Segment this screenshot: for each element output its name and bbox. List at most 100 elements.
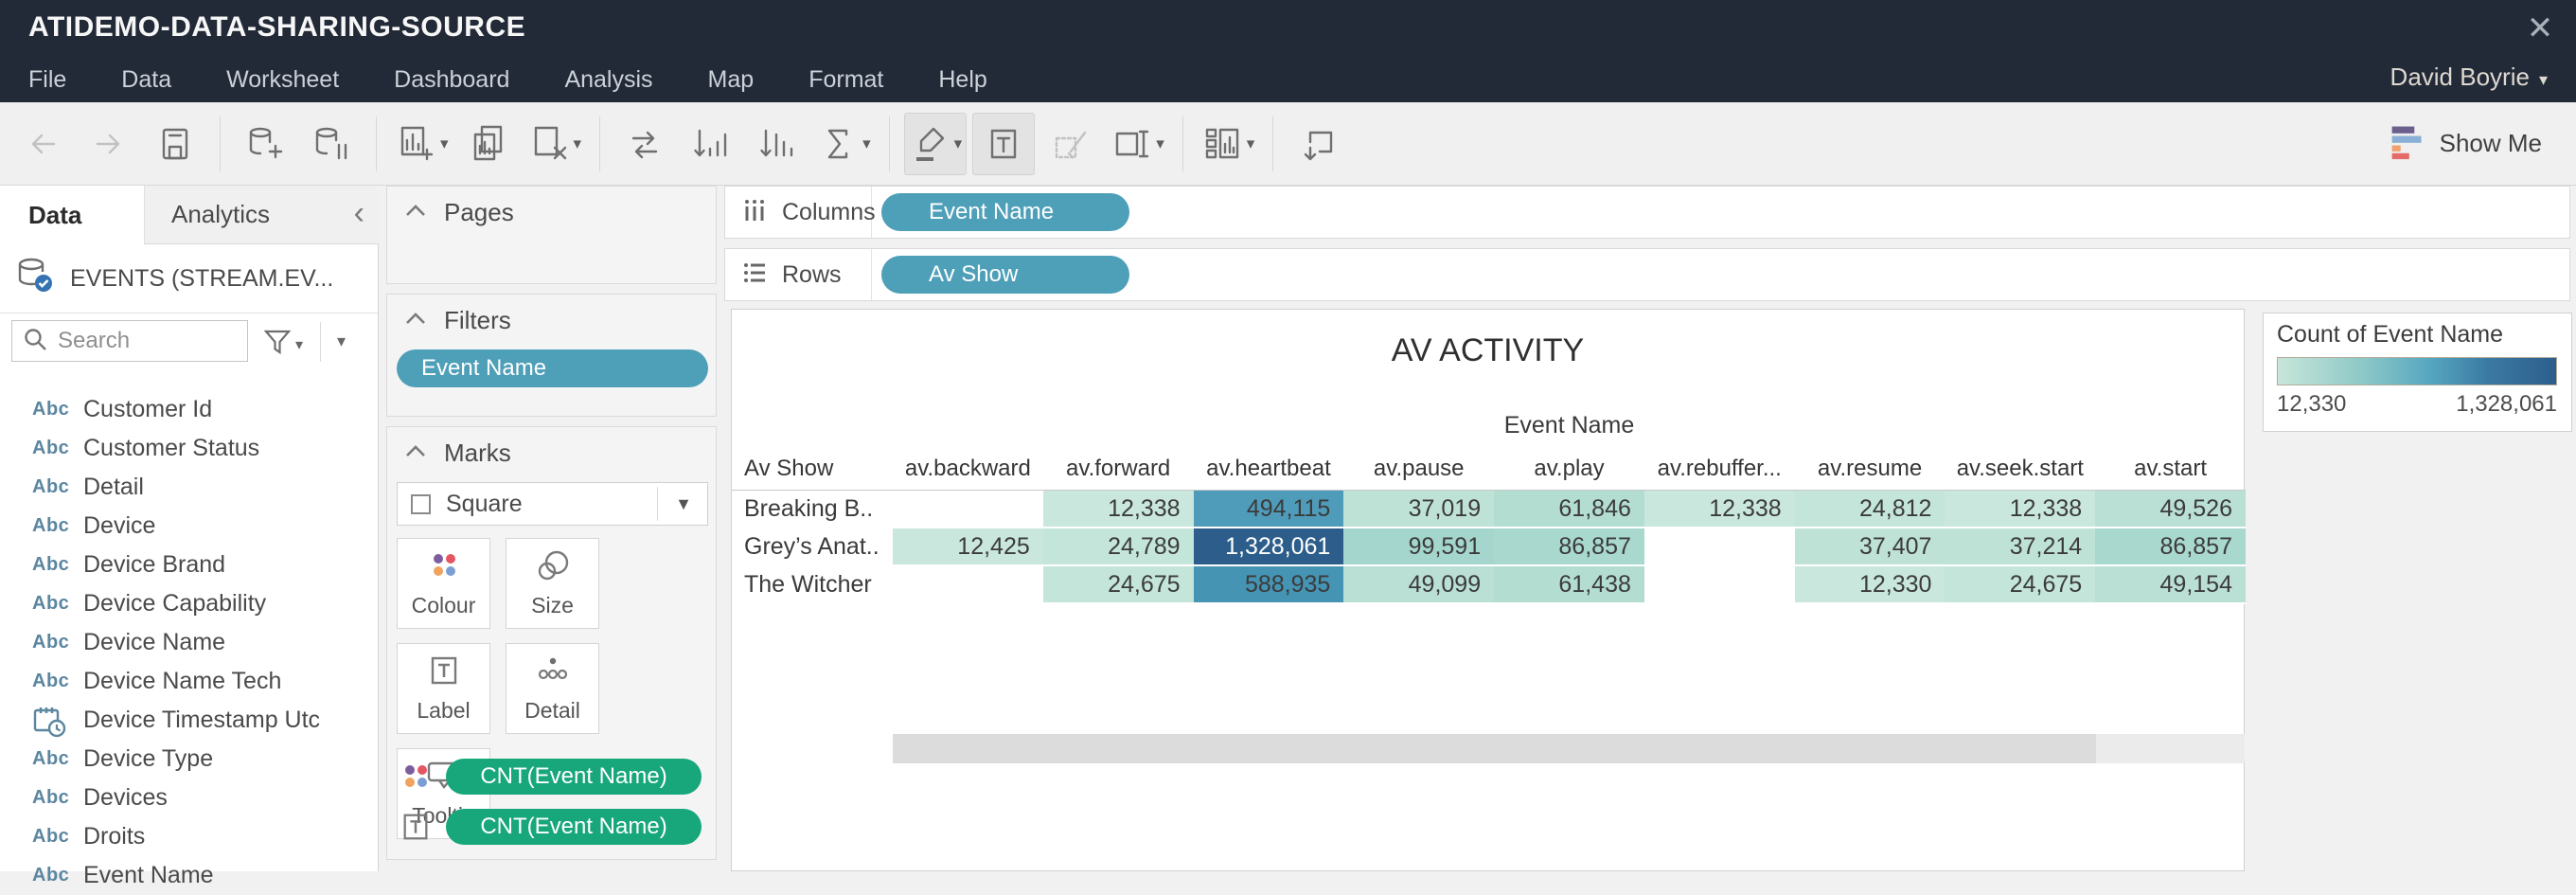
table-cell[interactable]: 37,019 xyxy=(1343,491,1495,528)
field-device-name-tech[interactable]: Abc Device Name Tech xyxy=(0,662,378,701)
menu-map[interactable]: Map xyxy=(707,65,755,93)
menu-help[interactable]: Help xyxy=(938,65,987,93)
chevron-up-icon[interactable] xyxy=(404,443,427,463)
search-box[interactable] xyxy=(11,320,248,362)
table-cell[interactable]: 1,328,061 xyxy=(1193,528,1344,566)
pause-auto-updates-button[interactable] xyxy=(301,114,362,174)
field-event-name[interactable]: Abc Event Name xyxy=(0,856,378,895)
colour-button[interactable]: Colour xyxy=(397,538,490,629)
fix-axes-button[interactable]: ▾ xyxy=(1107,114,1168,174)
mark-pill-cnt-event-name-1[interactable]: CNT(Event Name) xyxy=(446,809,702,845)
menu-analysis[interactable]: Analysis xyxy=(564,65,653,93)
tab-analytics[interactable]: Analytics xyxy=(144,186,379,244)
format-brush-button[interactable] xyxy=(1040,114,1101,174)
new-data-source-button[interactable] xyxy=(235,114,295,174)
menu-file[interactable]: File xyxy=(28,65,67,93)
collapse-pane-icon[interactable]: ‹ xyxy=(353,195,364,231)
forward-arrow-button[interactable] xyxy=(79,114,139,174)
sort-descending-button[interactable] xyxy=(747,114,808,174)
table-cell[interactable]: 24,812 xyxy=(1794,491,1945,528)
menu-dashboard[interactable]: Dashboard xyxy=(394,65,510,93)
filter-pill-event-name[interactable]: Event Name xyxy=(397,349,708,387)
swap-rows-columns-button[interactable] xyxy=(614,114,675,174)
table-cell[interactable] xyxy=(1643,528,1795,566)
table-cell[interactable]: 86,857 xyxy=(1494,528,1644,566)
field-customer-status[interactable]: Abc Customer Status xyxy=(0,429,378,468)
column-header-av-rebuffer[interactable]: av.rebuffer... xyxy=(1643,448,1795,491)
field-device-name[interactable]: Abc Device Name xyxy=(0,623,378,662)
table-cell[interactable] xyxy=(893,491,1043,528)
table-cell[interactable]: 12,330 xyxy=(1794,566,1945,604)
table-cell[interactable]: 86,857 xyxy=(2095,528,2246,566)
totals-button[interactable]: ▾ xyxy=(813,114,875,174)
table-cell[interactable]: 49,526 xyxy=(2095,491,2246,528)
column-group-header[interactable]: Event Name xyxy=(1503,412,1635,439)
table-cell[interactable]: 99,591 xyxy=(1343,528,1495,566)
field-device-timestamp-utc[interactable]: Device Timestamp Utc xyxy=(0,701,378,740)
table-cell[interactable]: 24,675 xyxy=(1042,566,1194,604)
mark-type-dropdown[interactable]: Square ▼ xyxy=(397,482,708,526)
row-header-grey-s-anat[interactable]: Grey’s Anat.. xyxy=(744,533,879,560)
table-cell[interactable]: 494,115 xyxy=(1193,491,1344,528)
menu-worksheet[interactable]: Worksheet xyxy=(226,65,340,93)
show-me-button[interactable]: Show Me xyxy=(2389,122,2542,165)
table-cell[interactable]: 12,338 xyxy=(1643,491,1795,528)
table-cell[interactable] xyxy=(893,566,1043,604)
label-button[interactable]: Label xyxy=(397,643,490,734)
show-hide-cards-button[interactable]: ▾ xyxy=(1198,114,1259,174)
detail-button[interactable]: Detail xyxy=(506,643,599,734)
sort-ascending-button[interactable] xyxy=(681,114,741,174)
mark-pill-cnt-event-name-0[interactable]: CNT(Event Name) xyxy=(446,759,702,795)
column-header-av-backward[interactable]: av.backward xyxy=(893,448,1043,491)
menu-format[interactable]: Format xyxy=(808,65,884,93)
table-cell[interactable]: 12,425 xyxy=(893,528,1043,566)
field-droits[interactable]: Abc Droits xyxy=(0,817,378,856)
rows-pill-av-show[interactable]: Av Show xyxy=(881,256,1129,294)
row-header-breaking-b[interactable]: Breaking B.. xyxy=(744,495,874,522)
back-arrow-button[interactable] xyxy=(12,114,73,174)
size-button[interactable]: Size xyxy=(506,538,599,629)
table-cell[interactable]: 24,789 xyxy=(1042,528,1194,566)
menu-data[interactable]: Data xyxy=(121,65,172,93)
table-cell[interactable]: 49,154 xyxy=(2095,566,2246,604)
table-cell[interactable]: 37,407 xyxy=(1794,528,1945,566)
tab-data[interactable]: Data xyxy=(0,186,144,244)
table-cell[interactable]: 588,935 xyxy=(1193,566,1344,604)
data-source-row[interactable]: EVENTS (STREAM.EV... xyxy=(0,244,378,313)
table-cell[interactable]: 37,214 xyxy=(1945,528,2096,566)
table-cell[interactable]: 12,338 xyxy=(1945,491,2096,528)
row-dimension-header[interactable]: Av Show xyxy=(732,448,893,491)
chevron-up-icon[interactable] xyxy=(404,311,427,331)
table-cell[interactable]: 24,675 xyxy=(1945,566,2096,604)
column-header-av-forward[interactable]: av.forward xyxy=(1042,448,1194,491)
highlight-button[interactable]: ▾ xyxy=(903,112,968,175)
row-header-the-witcher[interactable]: The Witcher xyxy=(744,571,872,598)
table-cell[interactable]: 49,099 xyxy=(1343,566,1495,604)
search-input[interactable] xyxy=(56,327,230,355)
table-cell[interactable]: 61,438 xyxy=(1494,566,1644,604)
field-device-brand[interactable]: Abc Device Brand xyxy=(0,546,378,584)
column-header-av-start[interactable]: av.start xyxy=(2095,448,2246,491)
duplicate-sheet-button[interactable] xyxy=(458,114,519,174)
field-device-type[interactable]: Abc Device Type xyxy=(0,740,378,779)
clear-sheet-button[interactable]: ▾ xyxy=(524,114,586,174)
close-icon[interactable]: ✕ xyxy=(2526,10,2554,46)
field-device-capability[interactable]: Abc Device Capability xyxy=(0,584,378,623)
legend-gradient-bar[interactable] xyxy=(2277,357,2557,385)
field-filter-button[interactable]: ▾ xyxy=(261,326,303,363)
text-label-button[interactable] xyxy=(972,112,1036,175)
column-header-av-resume[interactable]: av.resume xyxy=(1794,448,1945,491)
field-customer-id[interactable]: Abc Customer Id xyxy=(0,390,378,429)
field-device[interactable]: Abc Device xyxy=(0,507,378,546)
save-button[interactable] xyxy=(145,114,205,174)
chevron-up-icon[interactable] xyxy=(404,203,427,223)
table-cell[interactable]: 12,338 xyxy=(1042,491,1194,528)
column-header-av-heartbeat[interactable]: av.heartbeat xyxy=(1193,448,1344,491)
column-header-av-pause[interactable]: av.pause xyxy=(1343,448,1495,491)
field-devices[interactable]: Abc Devices xyxy=(0,779,378,817)
column-header-av-seek-start[interactable]: av.seek.start xyxy=(1945,448,2096,491)
new-worksheet-button[interactable]: ▾ xyxy=(391,114,453,174)
pane-options-button[interactable]: ▾ xyxy=(337,331,346,350)
field-detail[interactable]: Abc Detail xyxy=(0,468,378,507)
column-header-av-play[interactable]: av.play xyxy=(1494,448,1644,491)
